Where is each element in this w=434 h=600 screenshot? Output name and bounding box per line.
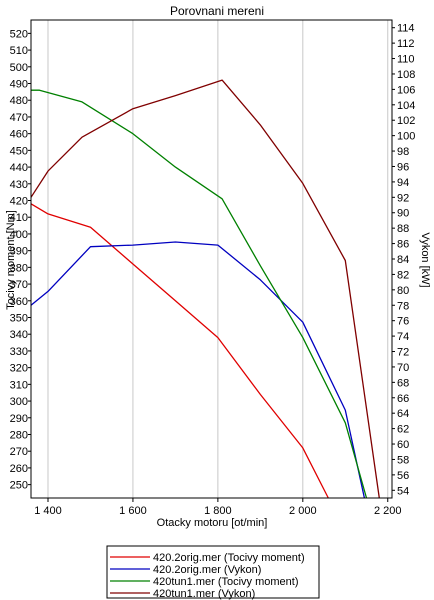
x-axis: 1 400 1 600 1 800 2 000 2 200 [34, 498, 402, 517]
y-right-tick-label: 86 [397, 239, 409, 251]
x-tick-label: 1 400 [34, 505, 62, 517]
y-left-tick-label: 410 [10, 212, 28, 224]
y-left-tick-label: 480 [10, 95, 28, 107]
series-line-4 [30, 79, 380, 499]
x-tick-label: 1 600 [119, 505, 147, 517]
x-tick-label: 1 800 [204, 505, 232, 517]
y-left-axis-title: Tocivy moment [Nm] [5, 210, 17, 310]
y-left-tick-label: 310 [10, 379, 28, 391]
y-right-tick-label: 98 [397, 146, 409, 158]
y-left-tick-label: 370 [10, 279, 28, 291]
y-left-tick-label: 440 [10, 162, 28, 174]
y-right-tick-label: 78 [397, 300, 409, 312]
y-left-tick-label: 510 [10, 45, 28, 57]
y-left-tick-label: 420 [10, 196, 28, 208]
legend-label-2: 420.2orig.mer (Vykon) [153, 564, 261, 576]
y-right-tick-label: 110 [397, 54, 415, 66]
y-right-tick-label: 66 [397, 393, 409, 405]
y-left-tick-label: 270 [10, 446, 28, 458]
y-right-tick-label: 114 [397, 23, 415, 35]
y-right-tick-label: 108 [397, 69, 415, 81]
y-left-tick-label: 250 [10, 480, 28, 492]
y-right-tick-label: 80 [397, 285, 409, 297]
y-left-tick-label: 500 [10, 62, 28, 74]
y-left-tick-label: 300 [10, 396, 28, 408]
y-left-tick-label: 320 [10, 363, 28, 375]
y-right-tick-label: 84 [397, 254, 409, 266]
y-right-tick-label: 94 [397, 177, 409, 189]
legend-label-3: 420tun1.mer (Tocivy moment) [153, 576, 299, 588]
legend-box [106, 545, 320, 599]
x-tick-label: 2 200 [374, 505, 402, 517]
y-left-tick-label: 280 [10, 429, 28, 441]
y-left-tick-label: 330 [10, 346, 28, 358]
legend-label-4: 420tun1.mer (Vykon) [153, 588, 255, 600]
y-left-tick-label: 260 [10, 463, 28, 475]
y-right-tick-label: 68 [397, 377, 409, 389]
y-right-tick-label: 100 [397, 131, 415, 143]
y-right-tick-label: 62 [397, 424, 409, 436]
series-line-3 [31, 89, 368, 499]
y-right-tick-label: 54 [397, 485, 409, 497]
y-right-tick-label: 72 [397, 347, 409, 359]
legend-label-1: 420.2orig.mer (Tocivy moment) [153, 552, 305, 564]
y-right-tick-label: 102 [397, 115, 415, 127]
y-left-tick-label: 490 [10, 79, 28, 91]
y-right-tick-label: 92 [397, 192, 409, 204]
grid [47, 20, 389, 498]
y-left-tick-label: 460 [10, 129, 28, 141]
y-left-tick-label: 470 [10, 112, 28, 124]
y-right-tick-label: 64 [397, 408, 409, 420]
x-axis-title: Otacky motoru [ot/min] [157, 517, 268, 529]
y-left-tick-label: 390 [10, 246, 28, 258]
series-line-2 [30, 241, 366, 499]
legend: 420.2orig.mer (Tocivy moment)420.2orig.m… [106, 545, 320, 600]
y-right-tick-label: 96 [397, 161, 409, 173]
y-right-tick-label: 74 [397, 331, 409, 343]
y-left-tick-label: 350 [10, 312, 28, 324]
y-right-tick-label: 112 [397, 38, 415, 50]
y-right-tick-label: 104 [397, 100, 415, 112]
y-left-tick-label: 360 [10, 296, 28, 308]
y-left-axis: 250 260 270 280 290 300 310 320 330 340 350 360 370 3… [10, 28, 31, 492]
y-right-tick-label: 58 [397, 454, 409, 466]
y-right-tick-label: 88 [397, 223, 409, 235]
y-right-axis-title: Vykon [kW] [419, 232, 431, 287]
y-left-tick-label: 520 [10, 28, 28, 40]
y-left-tick-label: 290 [10, 413, 28, 425]
x-tick-label: 2 000 [289, 505, 317, 517]
chart-title: Porovnani mereni [170, 4, 264, 18]
y-left-tick-label: 400 [10, 229, 28, 241]
series-lines [30, 79, 380, 499]
y-left-tick-label: 340 [10, 329, 28, 341]
y-right-tick-label: 76 [397, 316, 409, 328]
y-right-tick-label: 90 [397, 208, 409, 220]
y-right-axis: 54 56 58 60 62 64 66 68 70 72 74 76 78 80 82 84 86 88 90 92… [392, 23, 415, 497]
series-line-1 [30, 203, 329, 499]
y-left-tick-label: 450 [10, 145, 28, 157]
y-right-tick-label: 56 [397, 470, 409, 482]
y-right-tick-label: 60 [397, 439, 409, 451]
y-left-tick-label: 380 [10, 262, 28, 274]
y-right-tick-label: 70 [397, 362, 409, 374]
y-right-tick-label: 106 [397, 84, 415, 96]
y-right-tick-label: 82 [397, 269, 409, 281]
y-left-tick-label: 430 [10, 179, 28, 191]
